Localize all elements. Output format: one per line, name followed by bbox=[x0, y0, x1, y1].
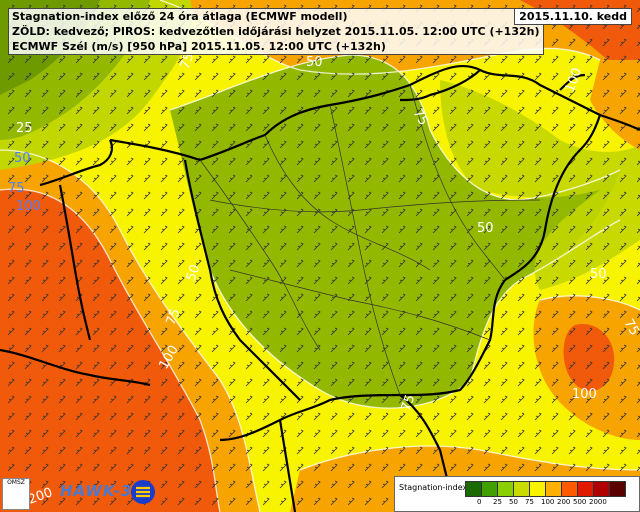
legend-swatch bbox=[545, 481, 562, 497]
legend-swatch bbox=[577, 481, 594, 497]
red-area-southeast bbox=[563, 324, 615, 391]
red-area-west bbox=[0, 189, 220, 512]
contour-label: 75 bbox=[164, 307, 184, 328]
legend-label: 100 bbox=[541, 498, 555, 506]
hawk-logo: HAWK-3 bbox=[60, 482, 133, 500]
contour-label: 50 bbox=[306, 55, 323, 70]
ecmwf-logo-icon bbox=[131, 480, 155, 504]
contour-label: 50 bbox=[590, 267, 607, 282]
header-wind-info: ECMWF Szél (m/s) [950 hPa] 2015.11.05. 1… bbox=[12, 40, 386, 53]
legend-label: 200 bbox=[557, 498, 571, 506]
orange-area-northeast-edge bbox=[590, 60, 640, 150]
contour-label-group: 25 50 75 100 75 75 50 100 50 75 100 50 7… bbox=[8, 51, 640, 508]
legend-swatch bbox=[593, 481, 610, 497]
legend-swatch bbox=[465, 481, 482, 497]
legend-swatch bbox=[497, 481, 514, 497]
legend: Stagnation-index 0 25 50 75 100 200 500 2000 bbox=[394, 476, 640, 512]
header-title: Stagnation-index előző 24 óra átlaga (EC… bbox=[12, 10, 348, 23]
legend-title: Stagnation-index bbox=[399, 483, 468, 492]
valid-date-box: 2015.11.10. kedd bbox=[514, 8, 632, 25]
contour-label: 75 bbox=[8, 181, 25, 196]
county-borders bbox=[199, 84, 541, 396]
legend-swatch bbox=[529, 481, 546, 497]
legend-label: 50 bbox=[509, 498, 518, 506]
legend-label: 2000 bbox=[589, 498, 607, 506]
header-subtitle: ZÖLD: kedvező; PIROS: kedvezőtlen időjár… bbox=[12, 25, 540, 38]
legend-swatch bbox=[513, 481, 530, 497]
contour-label: 50 bbox=[477, 221, 494, 236]
contour-label: 75 bbox=[399, 393, 419, 414]
legend-swatch bbox=[609, 481, 626, 497]
green-area-central bbox=[170, 55, 620, 409]
contour-label: 25 bbox=[16, 121, 33, 136]
legend-swatch bbox=[561, 481, 578, 497]
contour-label: 100 bbox=[16, 199, 41, 214]
legend-label: 0 bbox=[477, 498, 482, 506]
legend-swatch bbox=[481, 481, 498, 497]
contour-label: 75 bbox=[178, 51, 198, 72]
legend-label: 75 bbox=[525, 498, 534, 506]
contour-label: 75 bbox=[410, 107, 431, 129]
legend-label: 25 bbox=[493, 498, 502, 506]
contour-label: 50 bbox=[184, 263, 204, 284]
legend-label: 500 bbox=[573, 498, 587, 506]
map-header: Stagnation-index előző 24 óra átlaga (EC… bbox=[8, 8, 544, 55]
omsz-logo-text: OMSZ bbox=[7, 479, 25, 486]
omsz-logo: OMSZ bbox=[2, 478, 30, 510]
contour-label: 100 bbox=[572, 387, 597, 402]
contour-label: 50 bbox=[14, 151, 31, 166]
